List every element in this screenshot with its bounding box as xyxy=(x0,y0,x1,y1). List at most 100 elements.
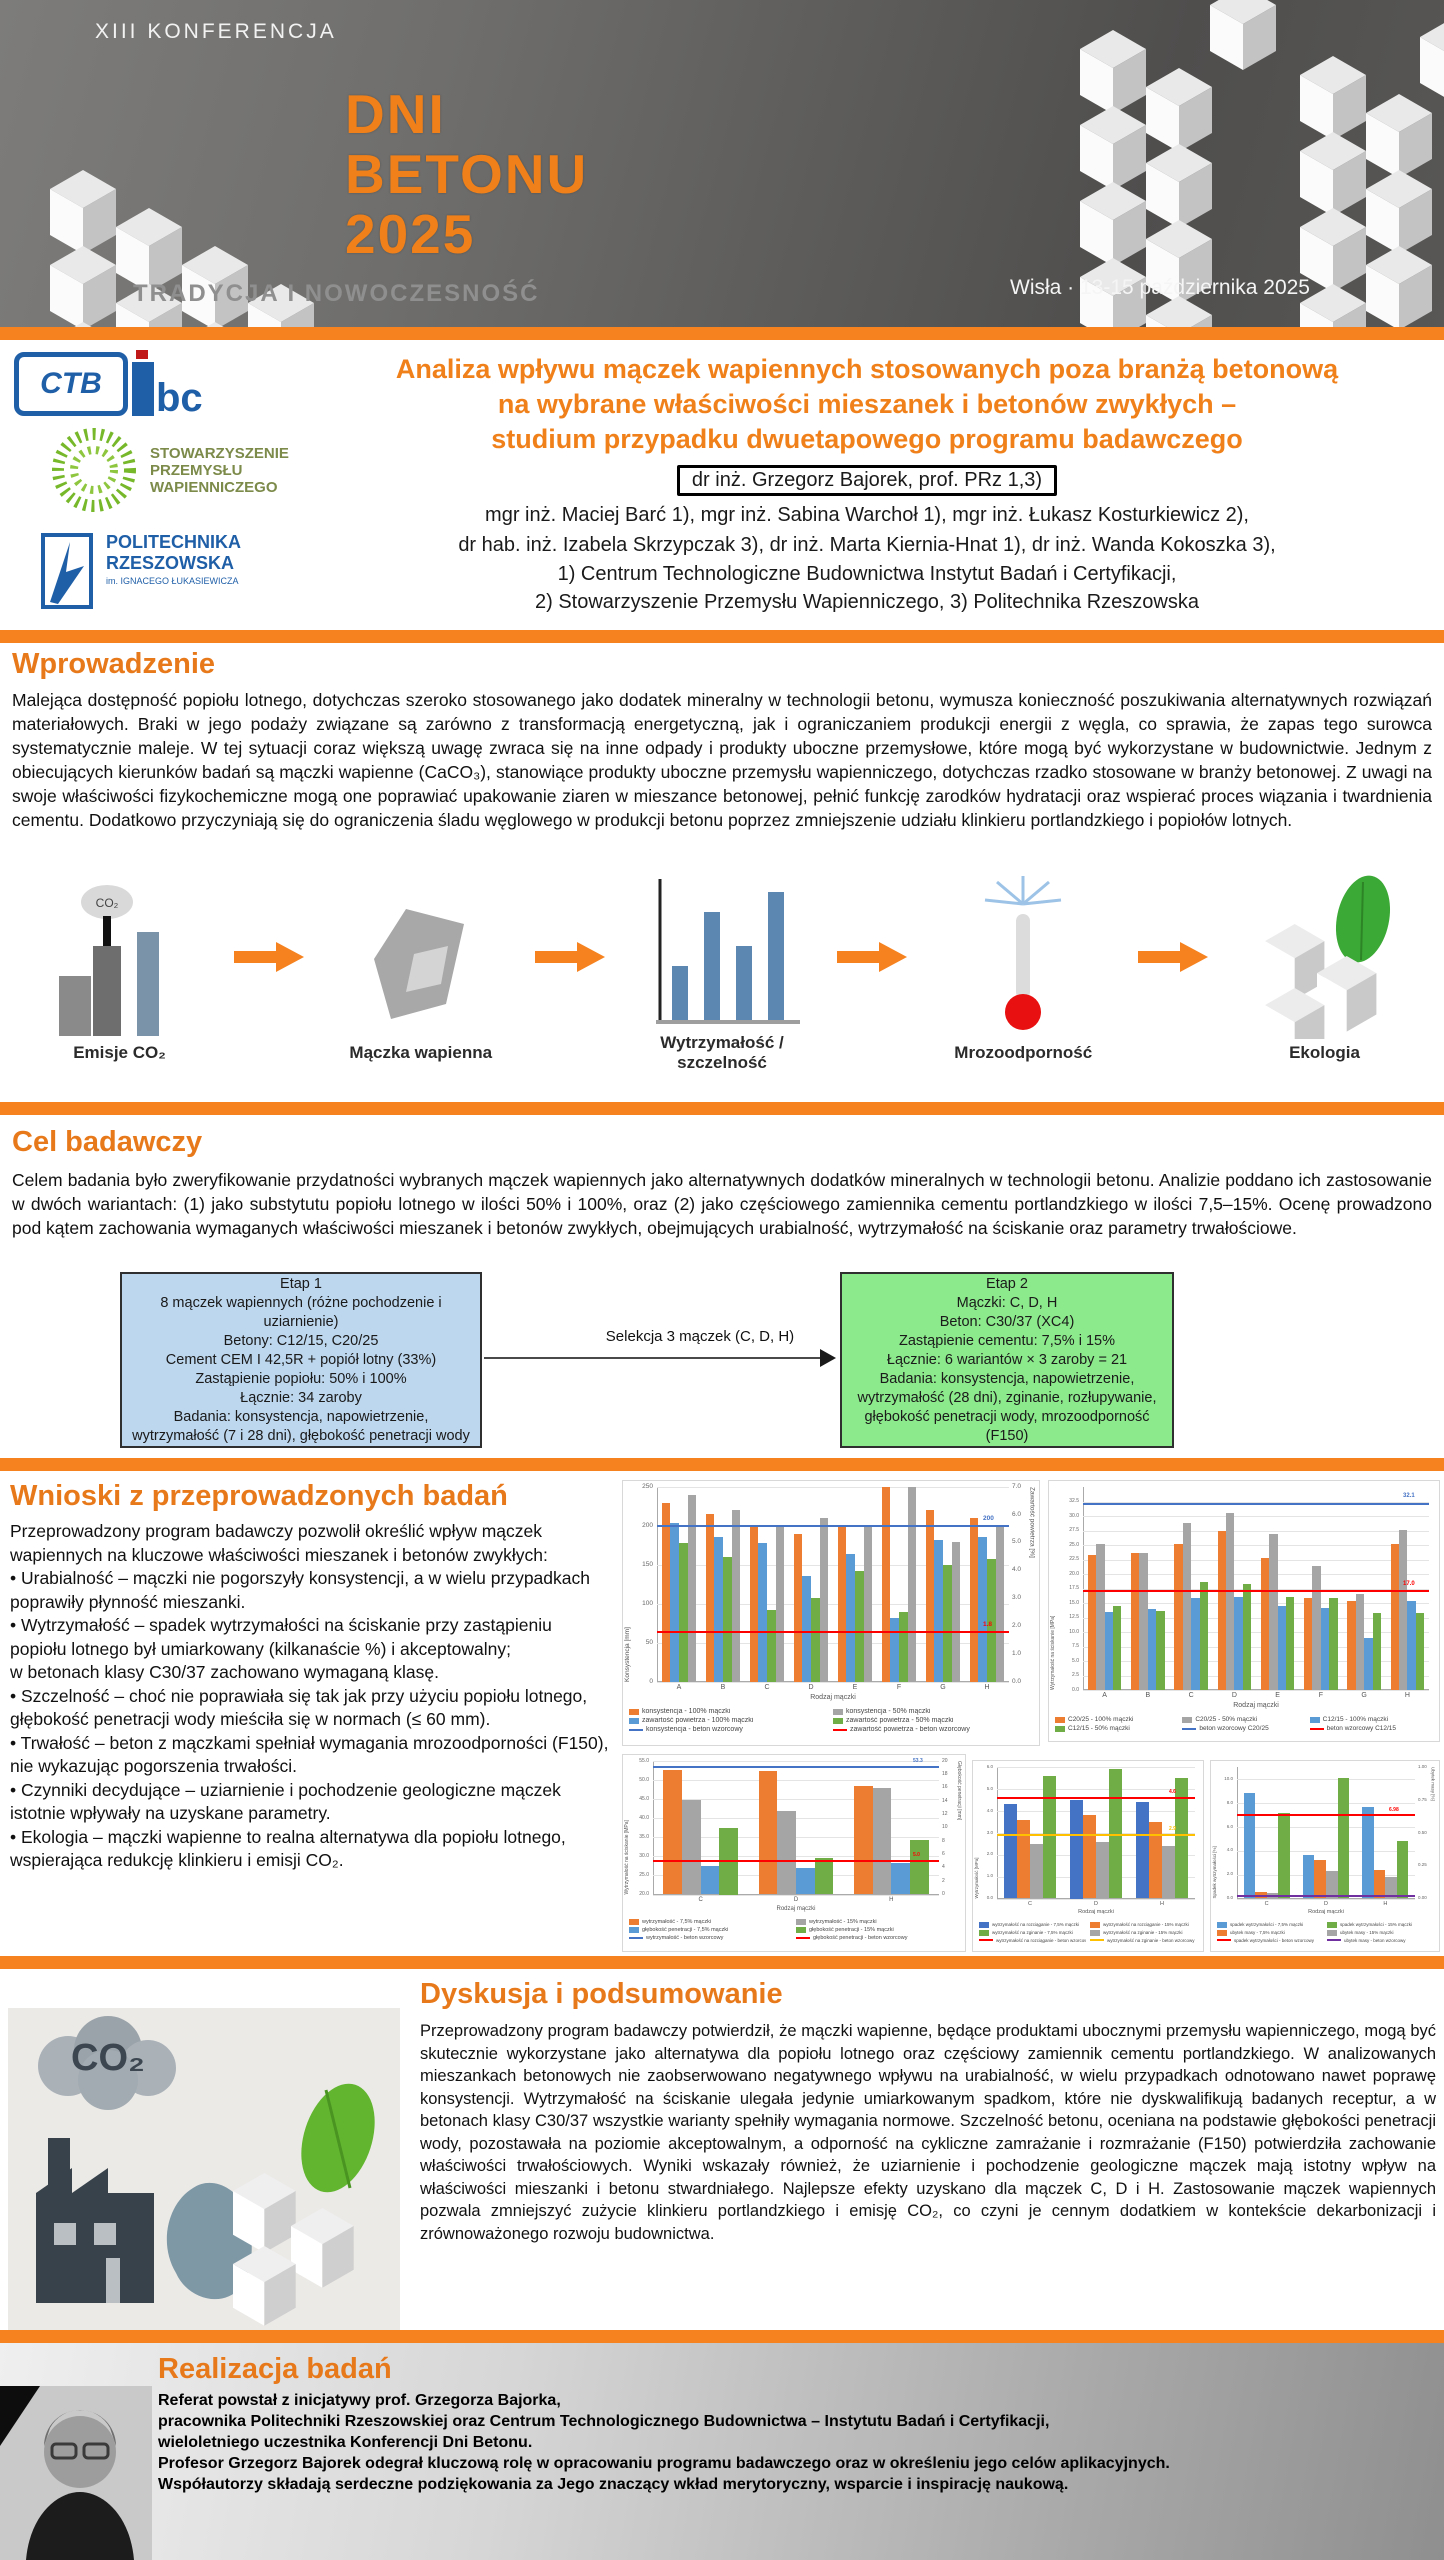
tick-label: 2.0 xyxy=(986,1851,993,1857)
x-axis-title: Rodzaj mączki xyxy=(810,1694,856,1701)
realization-heading: Realizacja badań xyxy=(158,2353,392,2385)
gridline xyxy=(657,1682,1009,1683)
concept-pipeline: CO₂ Emisje CO₂ Mączka wapienna xyxy=(12,872,1432,1072)
bar xyxy=(987,1559,996,1682)
bar xyxy=(1302,1854,1315,1899)
legend-item: spadek wytrzymałości - 7,5% mączki xyxy=(1217,1921,1323,1928)
gridline xyxy=(1083,1646,1429,1648)
tick-label: 6 xyxy=(942,1850,945,1857)
tick-label: 1.0 xyxy=(1012,1649,1022,1657)
bar xyxy=(1087,1554,1097,1690)
category-label: G xyxy=(1361,1692,1367,1699)
ctb-logo-box: CTB xyxy=(14,352,128,416)
bar xyxy=(891,1863,910,1895)
bar xyxy=(1243,1793,1256,1899)
category-label: D xyxy=(808,1684,814,1691)
tick-label: 0.0 xyxy=(1072,1686,1079,1693)
tick-label: 0.00 xyxy=(1418,1895,1427,1901)
bar xyxy=(714,1537,723,1682)
tick-label: 15.0 xyxy=(1069,1599,1079,1606)
bar xyxy=(723,1556,732,1682)
prz-name2: RZESZOWSKA xyxy=(106,553,234,573)
reference-line-label: 17.0 xyxy=(1403,1580,1415,1587)
legend-item: beton wzorcowy C12/15 xyxy=(1309,1725,1433,1732)
realization-line: wieloletniego uczestnika Konferencji Dni… xyxy=(158,2434,533,2451)
reference-line-label: 5.0 xyxy=(913,1851,920,1858)
bar xyxy=(1373,1869,1386,1899)
gridline xyxy=(653,1894,939,1896)
x-axis-title: Rodzaj mączki xyxy=(1233,1702,1279,1709)
bar xyxy=(1147,1608,1157,1690)
eco-cubes-icon xyxy=(1264,875,1390,1039)
gridline xyxy=(1083,1501,1429,1503)
pipeline-step-limestone: Mączka wapienna xyxy=(313,881,528,1063)
authors-line1: mgr inż. Maciej Barć 1), mgr inż. Sabina… xyxy=(485,504,1249,526)
spw-logo-text: STOWARZYSZENIE PRZEMYSŁU WAPIENNICZEGO xyxy=(150,445,289,496)
bar xyxy=(682,1800,701,1895)
pipeline-label-strength: Wytrzymałość / szczelność xyxy=(660,1033,784,1072)
y-axis-title-right: Głębokość penetracji [mm] xyxy=(956,1761,962,1821)
orange-divider xyxy=(0,327,1444,340)
etap2-line: wytrzymałość (28 dni), zginanie, rozłupy… xyxy=(857,1389,1157,1406)
etap1-line: Betony: C12/15, C20/25 xyxy=(223,1332,379,1349)
poster-title-line3: studium przypadku dwuetapowego programu … xyxy=(491,424,1243,454)
bar xyxy=(1096,1841,1109,1899)
conclusion-bullet: • Szczelność – choć nie poprawiała się t… xyxy=(10,1685,588,1730)
realization-line: pracownika Politechniki Rzeszowskiej ora… xyxy=(158,2413,1050,2430)
category-label: B xyxy=(1145,1692,1151,1699)
flow-arrow-head xyxy=(820,1349,836,1367)
bar xyxy=(775,1526,785,1682)
tick-label: 2.5 xyxy=(1072,1672,1079,1678)
prz-logo-text: POLITECHNIKA RZESZOWSKA im. IGNACEGO ŁUK… xyxy=(106,532,241,586)
conclusions-text: Przeprowadzony program badawczy pozwolił… xyxy=(10,1520,612,1873)
realization-section: Realizacja badań xyxy=(0,2343,1444,2560)
bar xyxy=(1415,1613,1425,1690)
tick-label: 0.0 xyxy=(986,1895,993,1901)
bar xyxy=(1156,1610,1165,1690)
tick-label: 55.0 xyxy=(639,1757,649,1764)
conclusions-heading: Wnioski z przeprowadzonych badań xyxy=(10,1480,508,1512)
legend-item: głębokość penetracji - 15% mączki xyxy=(796,1926,959,1933)
bar xyxy=(995,1526,1005,1682)
tick-label: 0.75 xyxy=(1418,1796,1427,1802)
tick-label: 200 xyxy=(642,1521,653,1529)
gridline xyxy=(653,1856,939,1858)
reference-line xyxy=(657,1630,1009,1633)
category-label: E xyxy=(852,1684,858,1691)
category-label: A xyxy=(676,1684,682,1691)
etap2-line: głębokość penetracji wody, mrozoodpornoś… xyxy=(864,1408,1150,1444)
tick-label: 30.0 xyxy=(639,1852,649,1859)
category-label: C xyxy=(698,1896,703,1903)
conclusion-bullet: • Czynniki decydujące – uziarnienie i po… xyxy=(10,1779,561,1824)
tick-label: 20.0 xyxy=(639,1891,649,1897)
bar xyxy=(1312,1566,1321,1690)
gridline xyxy=(1083,1603,1429,1604)
arrow-right-icon xyxy=(836,942,907,972)
spw-line2: PRZEMYSŁU xyxy=(150,461,243,479)
tick-label: 7.0 xyxy=(1012,1482,1022,1490)
bar xyxy=(969,1518,979,1682)
tick-label: 6.0 xyxy=(1012,1510,1022,1518)
lead-author-box: dr inż. Grzegorz Bajorek, prof. PRz 1,3) xyxy=(676,465,1058,496)
tick-label: 2.0 xyxy=(1012,1622,1022,1630)
bar xyxy=(1174,1777,1188,1899)
bar xyxy=(837,1526,847,1682)
bar xyxy=(700,1866,720,1895)
category-label: F xyxy=(1318,1692,1324,1699)
gridline xyxy=(1083,1588,1429,1590)
bar xyxy=(1104,1611,1114,1690)
pipeline-label-limestone: Mączka wapienna xyxy=(349,1043,493,1062)
pipeline-step-frost: Mrozoodporność xyxy=(916,876,1131,1063)
tick-label: 27.5 xyxy=(1069,1527,1079,1533)
affiliation-line1: 1) Centrum Technologiczne Budownictwa In… xyxy=(557,563,1177,585)
tick-label: 100 xyxy=(642,1599,653,1607)
tick-label: 4.0 xyxy=(986,1807,993,1813)
legend-item: zawartość powietrza - 100% mączki xyxy=(629,1717,829,1724)
tick-label: 4 xyxy=(942,1864,945,1871)
bar xyxy=(1191,1598,1200,1690)
orange-divider xyxy=(0,1956,1444,1969)
legend-item: wytrzymałość na zginanie - 15% mączki xyxy=(1090,1929,1197,1936)
intro-heading: Wprowadzenie xyxy=(12,648,216,680)
y-axis-title-right: Zawartość powietrza [%] xyxy=(1028,1487,1036,1558)
